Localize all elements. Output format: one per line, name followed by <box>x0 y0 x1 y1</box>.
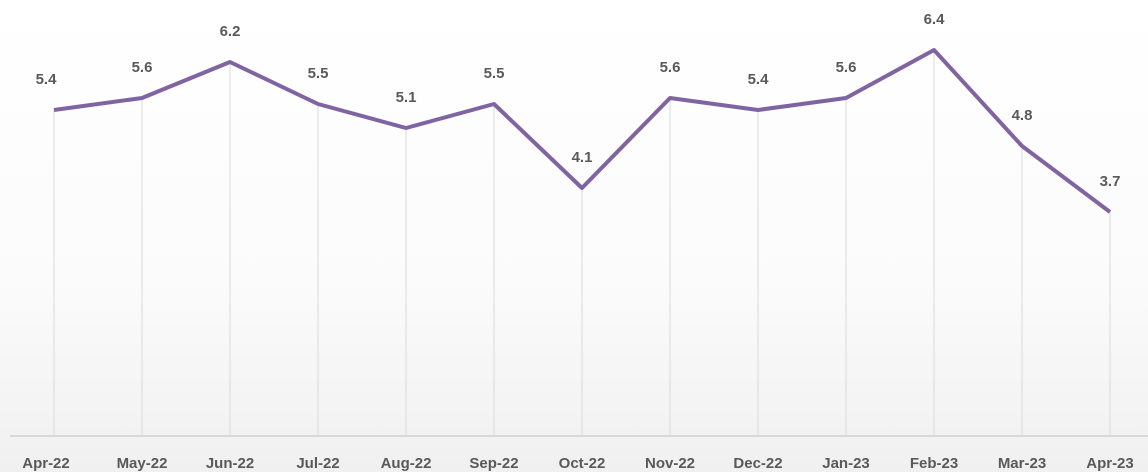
x-tick-label: Aug-22 <box>381 455 432 472</box>
data-label: 5.6 <box>836 59 857 76</box>
data-label: 5.5 <box>308 65 329 82</box>
x-tick-label: Jul-22 <box>296 455 339 472</box>
x-tick-label: Oct-22 <box>559 455 606 472</box>
x-tick-label: Sep-22 <box>469 455 518 472</box>
data-label: 4.1 <box>572 149 593 166</box>
x-tick-label: Mar-23 <box>998 455 1046 472</box>
data-label: 5.4 <box>36 71 58 88</box>
data-label: 5.4 <box>748 71 770 88</box>
x-tick-label: Feb-23 <box>910 455 958 472</box>
x-tick-label: May-22 <box>117 455 168 472</box>
data-line <box>53 48 1112 214</box>
x-tick-label: Nov-22 <box>645 455 695 472</box>
data-label: 4.8 <box>1012 107 1033 124</box>
data-label: 6.4 <box>924 11 946 28</box>
x-tick-label: Apr-23 <box>1086 455 1134 472</box>
x-tick-label: Jan-23 <box>822 455 870 472</box>
data-label: 3.7 <box>1100 173 1121 190</box>
data-label: 5.6 <box>132 59 153 76</box>
x-tick-label: Jun-22 <box>206 455 254 472</box>
data-label: 5.1 <box>396 89 417 106</box>
data-label: 6.2 <box>220 23 241 40</box>
data-label: 5.6 <box>660 59 681 76</box>
data-label: 5.5 <box>484 65 505 82</box>
x-tick-label: Apr-22 <box>22 455 70 472</box>
x-tick-label: Dec-22 <box>733 455 782 472</box>
